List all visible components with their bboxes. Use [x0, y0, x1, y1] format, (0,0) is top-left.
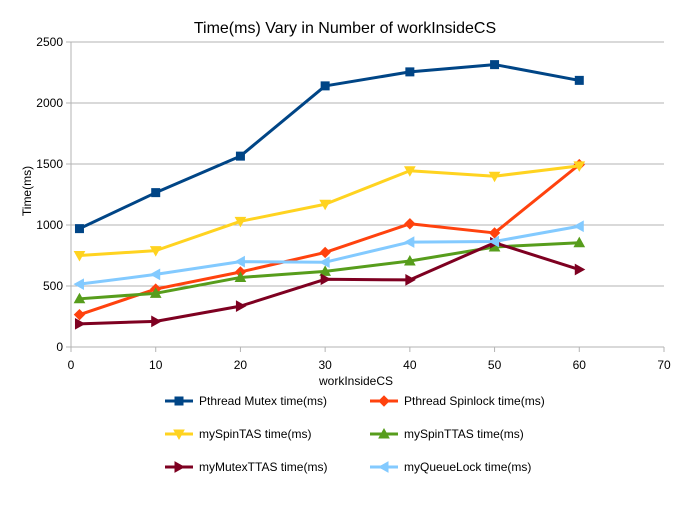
x-tick-label: 20	[234, 358, 248, 372]
series-layer	[73, 60, 586, 330]
x-tick-label: 60	[573, 358, 587, 372]
series-6	[73, 220, 584, 291]
data-point	[404, 166, 416, 177]
data-point	[573, 220, 584, 233]
data-point	[319, 246, 331, 259]
data-point	[488, 227, 501, 239]
data-point	[149, 246, 162, 257]
legend-swatch-marker	[378, 395, 390, 407]
data-point	[73, 292, 86, 304]
legend-item: Pthread Mutex time(ms)	[165, 394, 327, 408]
data-point	[320, 273, 332, 286]
data-point	[74, 224, 84, 234]
data-point	[235, 151, 245, 161]
data-point	[573, 161, 586, 172]
legend-item: myMutexTTAS time(ms)	[165, 460, 327, 474]
data-point	[234, 271, 247, 282]
x-tick-label: 0	[68, 358, 75, 372]
data-point	[235, 300, 247, 312]
data-point	[573, 236, 586, 248]
legend-item: mySpinTAS time(ms)	[165, 427, 311, 441]
data-point	[488, 235, 500, 248]
legend-label: mySpinTAS time(ms)	[199, 427, 311, 441]
legend-label: mySpinTTAS time(ms)	[404, 427, 524, 441]
data-point	[404, 254, 416, 266]
legend-swatch-marker	[174, 396, 184, 406]
legend-label: myMutexTTAS time(ms)	[199, 460, 327, 474]
series-1	[74, 60, 584, 234]
data-point	[234, 255, 245, 268]
data-point	[319, 256, 330, 269]
x-tick-label: 30	[318, 358, 332, 372]
data-point	[149, 268, 161, 281]
data-point	[574, 75, 584, 85]
legend-label: Pthread Spinlock time(ms)	[404, 394, 545, 408]
x-tick-label: 40	[403, 358, 417, 372]
legend-label: Pthread Mutex time(ms)	[199, 394, 327, 408]
data-point	[73, 251, 86, 262]
series-line	[79, 164, 580, 257]
axes: 0 500 1000 1500 2000 2500 0 10 20 30 40 50 60 70	[36, 35, 671, 372]
legend-label: myQueueLock time(ms)	[404, 460, 531, 474]
y-tick-label: 1000	[36, 218, 63, 232]
x-tick-label: 50	[488, 358, 502, 372]
y-tick-label: 2000	[36, 96, 63, 110]
x-axis-label: workInsideCS	[318, 374, 393, 388]
series-3	[73, 161, 586, 262]
data-point	[404, 218, 416, 230]
legend: Pthread Mutex time(ms) Pthread Spinlock t…	[165, 394, 545, 474]
data-point	[234, 216, 247, 228]
data-point	[405, 274, 416, 286]
y-axis-label: Time(ms)	[20, 166, 34, 216]
data-point	[490, 60, 500, 70]
data-point	[151, 315, 162, 328]
data-point	[320, 81, 330, 91]
legend-item: mySpinTTAS time(ms)	[370, 427, 524, 441]
legend-item: Pthread Spinlock time(ms)	[370, 394, 545, 408]
data-point	[73, 278, 84, 291]
data-point	[405, 67, 415, 77]
series-4	[73, 236, 586, 304]
legend-swatch-marker	[378, 427, 390, 439]
data-point	[149, 287, 162, 298]
data-point	[574, 263, 586, 276]
legend-swatch-marker	[173, 429, 185, 441]
y-tick-label: 500	[43, 279, 63, 293]
x-tick-label: 70	[657, 358, 671, 372]
data-point	[403, 236, 415, 248]
data-point	[151, 188, 161, 198]
chart-title: Time(ms) Vary in Number of workInsideCS	[194, 20, 496, 37]
data-point	[319, 199, 331, 211]
data-point	[74, 317, 86, 330]
x-tick-label: 10	[149, 358, 163, 372]
legend-item: myQueueLock time(ms)	[370, 460, 531, 474]
y-tick-label: 0	[56, 340, 63, 354]
data-point	[319, 265, 331, 276]
y-tick-label: 2500	[36, 35, 63, 49]
legend-swatch-marker	[174, 461, 186, 473]
legend-swatch-marker	[377, 461, 389, 473]
data-point	[488, 171, 501, 183]
series-line	[79, 241, 580, 326]
y-tick-label: 1500	[36, 157, 63, 171]
data-point	[73, 308, 86, 321]
